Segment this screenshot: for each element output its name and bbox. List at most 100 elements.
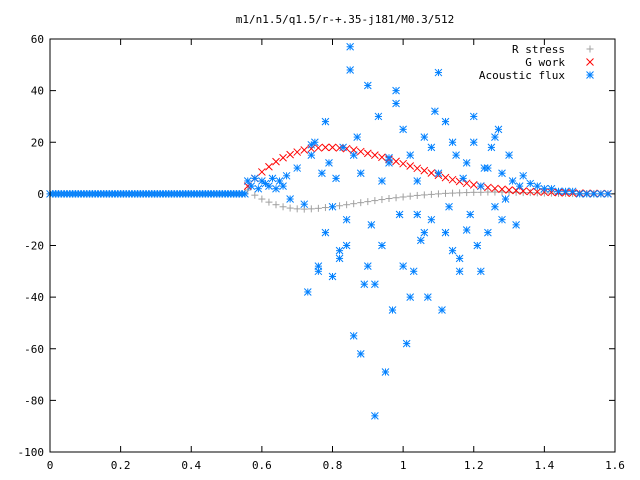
r-stress-point: [279, 203, 287, 211]
r-stress-point: [272, 201, 280, 209]
acoustic-flux-point: [243, 177, 252, 185]
legend-label: G work: [525, 56, 565, 69]
acoustic-flux-point-stroke: [406, 293, 415, 301]
acoustic-flux-point-stroke: [325, 159, 333, 167]
acoustic-flux-point-stroke: [508, 177, 517, 185]
acoustic-flux-point: [360, 280, 369, 289]
r-stress-point: [477, 188, 485, 196]
acoustic-flux-point-stroke: [526, 179, 535, 188]
g-work-point-stroke: [356, 147, 365, 156]
legend-label: R stress: [512, 43, 565, 56]
acoustic-flux-point-stroke: [363, 262, 372, 271]
acoustic-flux-point-stroke: [335, 246, 344, 255]
g-work-point: [300, 146, 309, 154]
acoustic-flux-point-stroke: [243, 177, 252, 185]
g-work-point-stroke: [498, 185, 506, 194]
acoustic-flux-point-stroke: [314, 262, 323, 271]
acoustic-flux-point-stroke: [575, 190, 584, 198]
r-stress-point: [343, 201, 351, 209]
x-tick-label: 0.2: [111, 459, 131, 472]
acoustic-flux-point-stroke: [480, 164, 489, 172]
acoustic-flux-point: [466, 210, 475, 219]
acoustic-flux-point: [597, 190, 605, 198]
g-work-point: [371, 151, 379, 160]
acoustic-flux-point: [494, 125, 503, 134]
g-work-point: [378, 153, 386, 162]
acoustic-flux-point-stroke: [385, 153, 393, 162]
acoustic-flux-point-stroke: [335, 254, 344, 263]
r-stress-point: [413, 191, 421, 199]
acoustic-flux-point-stroke: [515, 182, 524, 190]
acoustic-flux-point-stroke: [402, 339, 411, 348]
acoustic-flux-point: [367, 220, 376, 229]
g-work-point: [469, 180, 478, 189]
acoustic-flux-point: [293, 164, 302, 172]
acoustic-flux-point: [526, 179, 535, 188]
acoustic-flux-point: [431, 107, 439, 116]
g-work-point-stroke: [406, 162, 415, 170]
g-work-point-stroke: [491, 184, 499, 193]
acoustic-flux-point-stroke: [395, 210, 404, 219]
acoustic-flux-point-stroke: [406, 151, 415, 160]
r-stress-point: [378, 196, 386, 204]
acoustic-flux-point: [508, 177, 517, 185]
r-stress-point: [526, 189, 534, 197]
acoustic-flux-point-stroke: [392, 99, 400, 108]
g-work-point: [491, 184, 499, 193]
r-stress-point: [484, 188, 492, 196]
acoustic-flux-point-stroke: [371, 280, 379, 289]
acoustic-flux-point: [469, 138, 478, 147]
y-tick-label: -80: [24, 394, 44, 407]
g-work-point-stroke: [512, 186, 520, 195]
y-tick-label: 20: [31, 136, 44, 149]
acoustic-flux-point-stroke: [582, 190, 591, 198]
acoustic-flux-point-stroke: [476, 267, 485, 276]
g-work-point: [258, 168, 266, 176]
acoustic-flux-point: [455, 254, 464, 263]
acoustic-flux-point-stroke: [462, 159, 471, 167]
acoustic-flux-point-stroke: [409, 267, 418, 276]
g-work-point-stroke: [272, 157, 280, 166]
acoustic-flux-point-stroke: [420, 133, 429, 141]
g-work-point: [314, 144, 323, 152]
g-work-point: [321, 143, 330, 152]
acoustic-flux-point: [476, 182, 485, 190]
acoustic-flux-point: [575, 190, 584, 198]
acoustic-flux-point-stroke: [275, 177, 284, 185]
acoustic-flux-point-stroke: [356, 169, 365, 178]
acoustic-flux-point-stroke: [293, 164, 302, 172]
acoustic-flux-point: [371, 280, 379, 289]
acoustic-flux-point: [452, 151, 460, 160]
acoustic-flux-point-stroke: [342, 215, 351, 224]
acoustic-flux-point-stroke: [258, 177, 266, 185]
acoustic-flux-point: [342, 215, 351, 224]
acoustic-flux-point: [462, 226, 471, 234]
acoustic-flux-point-stroke: [303, 288, 312, 296]
x-tick-label: 0.4: [181, 459, 201, 472]
r-stress-point: [350, 200, 358, 208]
acoustic-flux-point-stroke: [491, 133, 499, 141]
r-stress-point: [519, 189, 527, 197]
g-work-point-stroke: [547, 188, 556, 197]
acoustic-flux-point-stroke: [353, 133, 362, 141]
acoustic-flux-point-stroke: [413, 210, 422, 219]
acoustic-flux-point-stroke: [268, 174, 277, 183]
acoustic-flux-point: [254, 184, 263, 193]
acoustic-flux-point-stroke: [307, 140, 316, 149]
r-stress-point: [265, 198, 273, 206]
g-work-point-stroke: [484, 183, 492, 192]
r-stress-point: [449, 189, 457, 197]
x-tick-label: 1.6: [605, 459, 625, 472]
r-stress-point: [406, 192, 414, 200]
acoustic-flux-point-stroke: [356, 350, 365, 358]
g-work-point: [286, 150, 294, 159]
r-stress-point: [293, 205, 301, 213]
g-work-point: [363, 149, 372, 158]
g-work-point: [441, 173, 450, 182]
g-work-point: [512, 186, 520, 195]
acoustic-flux-point: [459, 174, 468, 183]
chart-title: m1/n1.5/q1.5/r-+.35-j181/M0.3/512: [236, 13, 455, 26]
g-work-point: [413, 164, 422, 173]
acoustic-flux-point: [434, 68, 443, 77]
acoustic-flux-point-stroke: [469, 138, 478, 147]
